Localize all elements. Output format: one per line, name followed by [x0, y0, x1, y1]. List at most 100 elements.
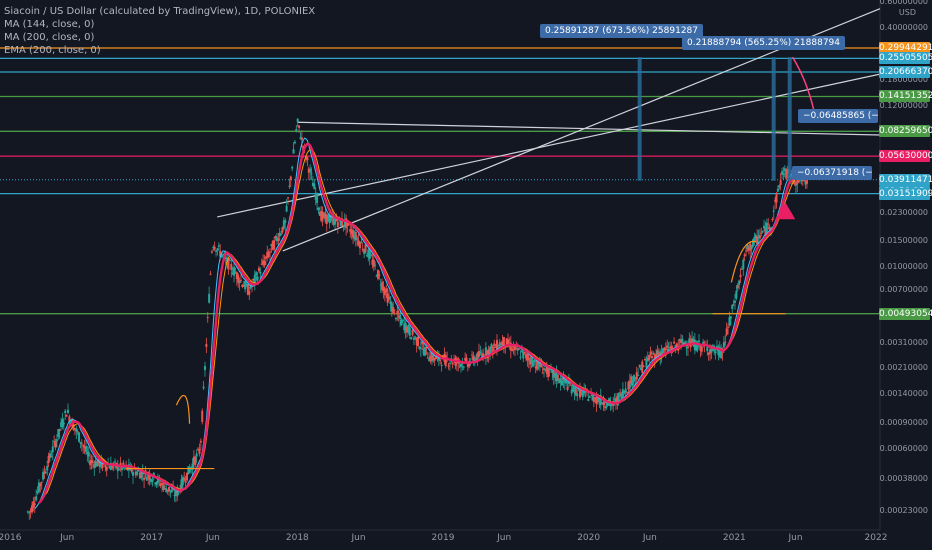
candle-body [48, 453, 51, 458]
candle-body [800, 180, 803, 182]
candle-body [462, 366, 465, 368]
candle-body [693, 339, 696, 351]
candle-body [93, 463, 96, 468]
candle-body [587, 399, 590, 401]
orange-squiggle [175, 394, 191, 424]
measurement-callout: −0.06485865 (−31. [798, 109, 878, 123]
candle-body [291, 166, 294, 169]
candle-body [257, 267, 260, 272]
candle-body [758, 234, 761, 239]
candle-body [644, 359, 647, 361]
candle-body [545, 364, 548, 374]
candle-body [410, 337, 413, 340]
candle-body [707, 352, 710, 355]
candle-body [230, 264, 233, 270]
candle-body [244, 281, 247, 290]
candle-body [736, 284, 739, 289]
candle-body [774, 199, 777, 202]
candle-body [346, 219, 349, 226]
candle-body [318, 211, 321, 216]
candle-body [314, 192, 317, 200]
candle-body [743, 254, 746, 257]
candle-body [722, 342, 725, 348]
candle-body [57, 428, 60, 437]
candle-body [187, 466, 190, 475]
candle-body [529, 359, 532, 365]
candle-body [432, 355, 435, 361]
candle-body [134, 471, 137, 476]
candle-body [418, 347, 421, 349]
candle-body [132, 472, 135, 476]
candle-body [388, 296, 391, 300]
candle-body [666, 345, 669, 348]
time-tick-label: 2017 [140, 533, 164, 543]
candle-body [147, 473, 150, 477]
candle-body [224, 256, 227, 259]
candle-body [725, 328, 728, 335]
candle-body [197, 448, 200, 450]
candle-body [28, 511, 31, 513]
time-tick-label: Jun [351, 533, 366, 543]
candle-body [688, 338, 691, 346]
candle-body [221, 254, 224, 256]
candle-body [208, 293, 211, 303]
candle-body [540, 362, 543, 367]
candle-body [631, 380, 634, 386]
candle-body [541, 372, 544, 374]
candle-body [305, 156, 308, 160]
candle-body [216, 248, 219, 251]
candle-body [781, 171, 784, 175]
candle-body [466, 363, 469, 368]
candle-body [718, 346, 721, 357]
candle-body [299, 137, 302, 139]
candle-body [519, 356, 522, 358]
candle-body [522, 351, 525, 359]
indicator-ma144[interactable]: MA (144, close, 0) [4, 19, 95, 30]
candle-body [73, 428, 76, 430]
candle-body [324, 212, 327, 219]
candle-body [29, 510, 32, 513]
candle-body [570, 389, 573, 394]
candle-body [316, 194, 319, 203]
indicator-ema200[interactable]: EMA (200, close, 0) [4, 45, 101, 56]
candle-body [140, 471, 143, 478]
candle-body [649, 351, 652, 355]
candle-body [174, 490, 177, 496]
candle-body [630, 376, 633, 384]
candle-body [293, 141, 296, 144]
candle-body [170, 489, 173, 493]
candle-body [42, 472, 45, 480]
candle-body [122, 462, 125, 467]
candle-body [408, 327, 411, 336]
candle-body [771, 219, 774, 221]
candle-body [678, 338, 681, 341]
candle-body [624, 388, 627, 393]
candle-body [764, 228, 767, 236]
candle-body [763, 225, 766, 229]
time-tick-label: Jun [205, 533, 220, 543]
candle-body [511, 348, 514, 351]
candle-body [31, 505, 34, 513]
candle-body [442, 355, 444, 357]
candle-body [531, 360, 534, 367]
price-level-label: 0.25505505 [879, 52, 932, 65]
candle-body [246, 284, 249, 295]
candle-body [710, 348, 713, 353]
candle-body [84, 446, 87, 452]
indicator-ma200[interactable]: MA (200, close, 0) [4, 32, 95, 43]
candle-body [327, 215, 330, 222]
candle-body [537, 361, 540, 366]
candle-body [738, 280, 741, 285]
candle-body [559, 378, 562, 383]
time-tick-label: 2018 [285, 533, 309, 543]
candle-body [698, 340, 701, 343]
candle-body [572, 383, 575, 392]
candle-body [660, 352, 663, 356]
candle-body [778, 185, 781, 188]
candle-body [594, 399, 597, 401]
candle-body [476, 352, 479, 362]
candle-body [695, 341, 698, 351]
candle-body [565, 380, 568, 384]
price-level-label: 0.00493054 [879, 307, 932, 320]
